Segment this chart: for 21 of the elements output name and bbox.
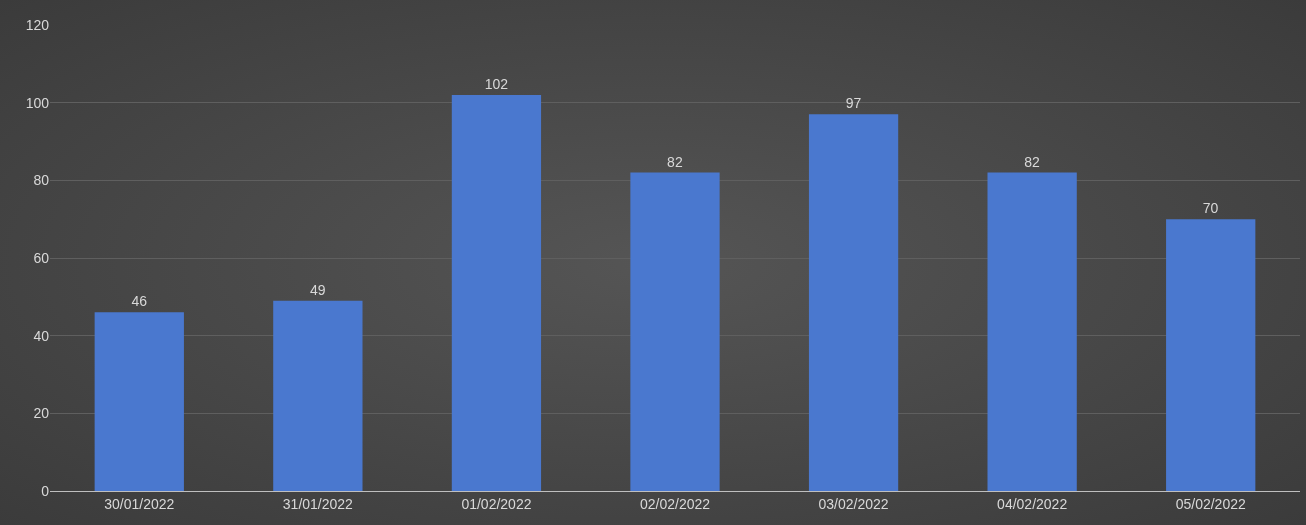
y-tick-label: 20 — [33, 405, 50, 422]
data-label: 82 — [1024, 153, 1041, 170]
y-tick-label: 120 — [25, 16, 50, 33]
y-tick-label: 100 — [25, 94, 50, 111]
x-tick-label: 05/02/2022 — [1175, 495, 1246, 512]
data-label: 49 — [309, 281, 326, 298]
data-label: 70 — [1202, 200, 1219, 217]
y-tick-label: 40 — [33, 327, 50, 344]
x-tick-label: 31/01/2022 — [282, 495, 354, 512]
y-tick-label: 60 — [33, 249, 50, 266]
data-label: 82 — [667, 153, 683, 170]
x-tick-label: 30/01/2022 — [104, 495, 175, 512]
x-tick-label: 03/02/2022 — [818, 495, 889, 512]
x-tick-label: 02/02/2022 — [639, 495, 711, 512]
data-label: 97 — [845, 95, 862, 112]
y-tick-label: 80 — [33, 172, 50, 189]
data-label: 46 — [131, 293, 148, 310]
data-label: 102 — [484, 75, 509, 92]
x-tick-label: 01/02/2022 — [461, 495, 532, 512]
x-tick-label: 04/02/2022 — [997, 495, 1068, 512]
y-tick-label: 0 — [41, 482, 50, 499]
